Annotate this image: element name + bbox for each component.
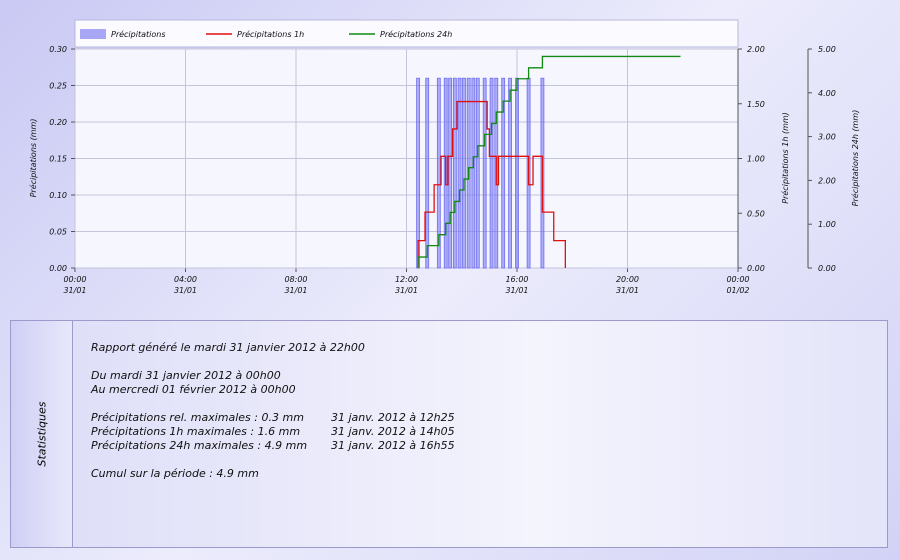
- stats-max: Précipitations rel. maximales : 0.3 mm: [91, 411, 304, 424]
- y3-tick-label: 3.00: [818, 133, 836, 142]
- y-tick-label: 0.05: [49, 228, 67, 237]
- x-tick-label: 00:00: [63, 275, 86, 284]
- legend-swatch: [80, 29, 106, 39]
- stats-date: 31 janv. 2012 à 14h05: [331, 425, 455, 438]
- bar: [425, 77, 430, 269]
- bar: [436, 77, 441, 269]
- stats-from: Du mardi 31 janvier 2012 à 00h00: [91, 369, 281, 382]
- y3-tick-label: 5.00: [818, 45, 836, 54]
- y-tick-label: 0.15: [49, 155, 67, 164]
- x-tick-label: 20:00: [616, 275, 639, 284]
- stats-max: Précipitations 1h maximales : 1.6 mm: [91, 425, 301, 438]
- x-tick-label: 12:00: [395, 275, 418, 284]
- y3-axis-title: Précipitations 24h (mm): [850, 110, 860, 207]
- stats-generated: Rapport généré le mardi 31 janvier 2012 …: [91, 341, 365, 354]
- line: [417, 55, 681, 268]
- bar: [508, 77, 512, 269]
- y2-tick-label: 1.00: [747, 155, 765, 164]
- bar: [489, 77, 494, 269]
- y-tick-label: 0.30: [49, 45, 67, 54]
- legend-box: [74, 19, 739, 48]
- y-tick-label: 0.10: [49, 191, 67, 200]
- line: [417, 100, 566, 268]
- x-tick-label: 31/01: [505, 286, 528, 295]
- stats-cumul: Cumul sur la période : 4.9 mm: [91, 467, 259, 480]
- stats-row: Précipitations 24h maximales : 4.9 mm 31 …: [91, 439, 455, 453]
- stats-side: Statistiques: [11, 321, 73, 547]
- x-tick-label: 31/01: [63, 286, 86, 295]
- x-tick-label: 08:00: [284, 275, 307, 284]
- x-tick-label: 01/02: [726, 286, 749, 295]
- x-tick-label: 31/01: [174, 286, 197, 295]
- bar: [475, 77, 480, 269]
- bar: [448, 77, 453, 269]
- y3-tick-label: 0.00: [818, 264, 836, 273]
- bar: [416, 77, 421, 269]
- y2-tick-label: 1.50: [747, 100, 765, 109]
- y3-tick-label: 4.00: [818, 89, 836, 98]
- stats-to: Au mercredi 01 février 2012 à 00h00: [91, 383, 296, 396]
- x-tick-label: 31/01: [284, 286, 307, 295]
- bar: [515, 77, 519, 269]
- y3-tick-label: 2.00: [818, 176, 836, 185]
- legend-label: Précipitations 1h: [237, 29, 304, 39]
- y2-tick-label: 2.00: [747, 45, 765, 54]
- stats-date: 31 janv. 2012 à 16h55: [331, 439, 455, 452]
- x-tick-label: 16:00: [505, 275, 528, 284]
- y3-tick-label: 1.00: [818, 220, 836, 229]
- y-axis-title: Précipitations (mm): [28, 119, 38, 198]
- y2-tick-label: 0.00: [747, 264, 765, 273]
- x-tick-label: 31/01: [395, 286, 418, 295]
- stats-row: Précipitations rel. maximales : 0.3 mm 31…: [91, 411, 455, 425]
- y-tick-label: 0.25: [49, 82, 67, 91]
- x-tick-label: 31/01: [616, 286, 639, 295]
- bar: [471, 77, 476, 269]
- stats-row: Précipitations 1h maximales : 1.6 mm 31 j…: [91, 425, 455, 439]
- stats-body: Rapport généré le mardi 31 janvier 2012 …: [91, 341, 455, 481]
- bar: [462, 77, 466, 269]
- stats-panel: Statistiques Rapport généré le mardi 31 …: [10, 320, 888, 548]
- bar: [482, 77, 487, 269]
- chart: Précipitations (mm) Précipitations 1h (m…: [28, 19, 860, 295]
- stats-max: Précipitations 24h maximales : 4.9 mm: [91, 439, 308, 452]
- y-tick-label: 0.00: [49, 264, 67, 273]
- bar: [452, 77, 457, 269]
- x-tick-label: 00:00: [726, 275, 749, 284]
- bar: [501, 77, 506, 269]
- stats-date: 31 janv. 2012 à 12h25: [331, 411, 455, 424]
- y2-axis-title: Précipitations 1h (mm): [780, 112, 790, 204]
- y-tick-label: 0.20: [49, 118, 67, 127]
- y2-tick-label: 0.50: [747, 209, 765, 218]
- legend-label: Précipitations 24h: [380, 29, 452, 39]
- bar: [457, 77, 462, 269]
- stats-title: Statistiques: [35, 401, 48, 467]
- x-tick-label: 04:00: [174, 275, 197, 284]
- legend-label: Précipitations: [111, 29, 166, 39]
